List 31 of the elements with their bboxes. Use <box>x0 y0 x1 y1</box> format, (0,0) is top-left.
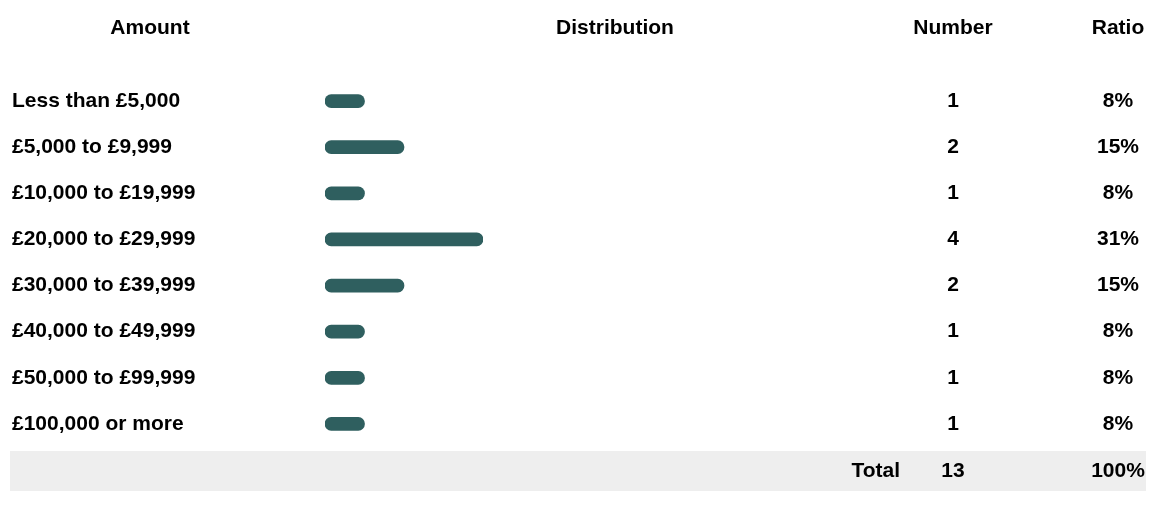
text: 15% <box>1096 133 1140 157</box>
text: 8% <box>1102 364 1134 388</box>
data-label: 1 <box>947 410 960 434</box>
data-label: 1 <box>947 87 960 111</box>
y-tick-label: £50,000 to £99,999 <box>12 364 196 388</box>
y-axis-title: Amount <box>110 14 190 38</box>
text: 8% <box>1102 87 1134 111</box>
y-tick-label: £100,000 or more <box>12 410 184 434</box>
data-label: 1 <box>947 318 960 342</box>
data-label: 1 <box>947 364 960 388</box>
text: 15% <box>1096 272 1140 296</box>
text: 8% <box>1102 318 1134 342</box>
text: Ratio <box>1091 14 1145 38</box>
text: 8% <box>1102 410 1134 434</box>
text: 31% <box>1096 226 1140 250</box>
text: 13 <box>941 457 965 481</box>
y-tick-label: £5,000 to £9,999 <box>12 133 172 157</box>
text: Number <box>913 14 993 38</box>
text: 8% <box>1102 180 1134 204</box>
data-label: 2 <box>947 133 959 157</box>
y-tick-label: £20,000 to £29,999 <box>12 226 196 250</box>
text: Total <box>851 457 900 481</box>
data-label: 4 <box>947 226 960 250</box>
y-tick-label: £10,000 to £19,999 <box>12 180 196 204</box>
x-axis-title: Distribution <box>556 14 674 38</box>
y-tick-label: £30,000 to £39,999 <box>12 272 196 296</box>
data-label: 1 <box>947 180 960 204</box>
text: 100% <box>1091 457 1146 481</box>
data-label: 2 <box>947 272 959 296</box>
y-tick-label: £40,000 to £49,999 <box>12 318 196 342</box>
y-tick-label: Less than £5,000 <box>12 87 181 111</box>
